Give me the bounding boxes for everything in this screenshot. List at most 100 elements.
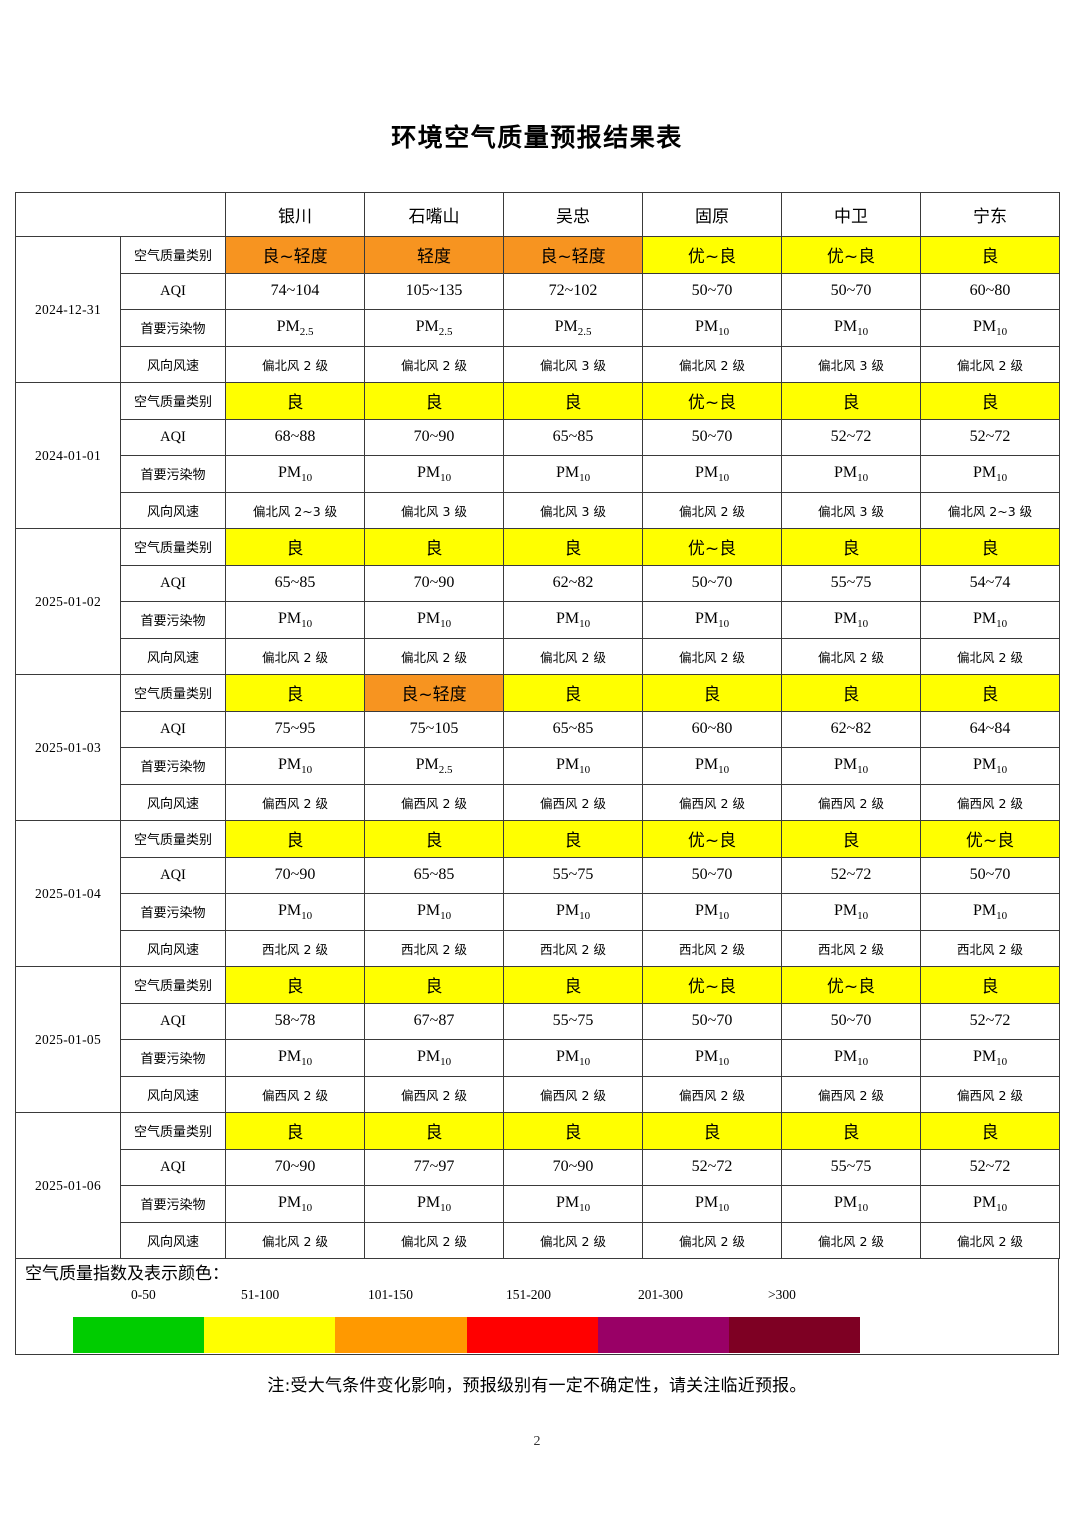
aqi-cell: 50~70 — [642, 1002, 782, 1040]
date-cell: 2025-01-04 — [15, 820, 121, 967]
field-label-aqi: AQI — [120, 856, 226, 894]
aqi-cell: 74~104 — [225, 272, 365, 310]
aqi-cell: 75~105 — [364, 710, 504, 748]
field-label-aqi: AQI — [120, 418, 226, 456]
pollutant-cell: PM10 — [225, 601, 365, 639]
category-cell: 良~轻度 — [225, 236, 365, 274]
aqi-cell: 50~70 — [781, 1002, 921, 1040]
pollutant-cell: PM10 — [781, 1039, 921, 1077]
field-label-wind: 风向风速 — [120, 345, 226, 383]
category-cell: 良 — [920, 236, 1060, 274]
category-cell: 良 — [503, 674, 643, 712]
pollutant-cell: PM10 — [642, 455, 782, 493]
pollutant-cell: PM10 — [920, 1039, 1060, 1077]
pollutant-cell: PM2.5 — [364, 309, 504, 347]
city-header-4: 中卫 — [781, 192, 921, 237]
wind-cell: 偏西风 2 级 — [920, 1075, 1060, 1113]
field-label-category: 空气质量类别 — [120, 236, 226, 274]
pollutant-cell: PM10 — [642, 1039, 782, 1077]
field-label-pollutant: 首要污染物 — [120, 601, 226, 639]
wind-cell: 西北风 2 级 — [781, 929, 921, 967]
wind-cell: 偏北风 2 级 — [920, 345, 1060, 383]
category-cell: 良 — [642, 674, 782, 712]
pollutant-cell: PM10 — [642, 747, 782, 785]
category-cell: 良 — [225, 820, 365, 858]
table-row: 首要污染物 PM2.5 PM2.5 PM2.5 PM10 PM10 PM10 — [16, 309, 1060, 347]
aqi-cell: 55~75 — [503, 856, 643, 894]
date-cell: 2024-01-01 — [15, 382, 121, 529]
wind-cell: 偏北风 2 级 — [225, 1221, 365, 1259]
aqi-cell: 50~70 — [781, 272, 921, 310]
category-cell: 良 — [781, 528, 921, 566]
legend-swatch-1 — [204, 1317, 336, 1353]
field-label-pollutant: 首要污染物 — [120, 747, 226, 785]
wind-cell: 偏北风 2 级 — [642, 345, 782, 383]
category-cell: 良 — [364, 1112, 504, 1150]
field-label-pollutant: 首要污染物 — [120, 1039, 226, 1077]
pollutant-cell: PM10 — [503, 1039, 643, 1077]
wind-cell: 偏西风 2 级 — [642, 783, 782, 821]
page-number: 2 — [533, 1434, 541, 1449]
table-row: 2024-12-31 空气质量类别 良~轻度 轻度 良~轻度 优~良 优~良良 — [15, 236, 1060, 383]
pollutant-cell: PM10 — [920, 893, 1060, 931]
field-label-wind: 风向风速 — [120, 491, 226, 529]
field-label-aqi: AQI — [120, 272, 226, 310]
aqi-cell: 65~85 — [364, 856, 504, 894]
aqi-color-legend: 空气质量指数及表示颜色： 0-50 51-100 101-150 151-200 201… — [15, 1259, 1059, 1355]
table-row: 风向风速 偏北风 2 级偏北风 2 级偏北风 3 级偏北风 2 级偏北风 3 级偏… — [16, 345, 1060, 383]
field-label-pollutant: 首要污染物 — [120, 309, 226, 347]
wind-cell: 偏北风 2 级 — [364, 345, 504, 383]
field-label-pollutant: 首要污染物 — [120, 1185, 226, 1223]
table-row: AQI 75~95 75~105 65~85 60~80 62~82 64~84 — [16, 710, 1060, 748]
pollutant-cell: PM2.5 — [503, 309, 643, 347]
aqi-cell: 77~97 — [364, 1148, 504, 1186]
pollutant-cell: PM10 — [225, 747, 365, 785]
category-cell: 良 — [642, 1112, 782, 1150]
legend-swatch-0 — [73, 1317, 205, 1353]
pollutant-cell: PM10 — [503, 1185, 643, 1223]
legend-title: 空气质量指数及表示颜色： — [25, 1264, 229, 1284]
pollutant-cell: PM10 — [503, 455, 643, 493]
wind-cell: 偏北风 2 级 — [225, 345, 365, 383]
aqi-cell: 64~84 — [920, 710, 1060, 748]
aqi-cell: 50~70 — [642, 418, 782, 456]
wind-cell: 偏北风 2 级 — [781, 1221, 921, 1259]
aqi-cell: 72~102 — [503, 272, 643, 310]
date-cell: 2025-01-06 — [15, 1112, 121, 1259]
table-row: 首要污染物 PM10 PM2.5 PM10 PM10 PM10 PM10 — [16, 747, 1060, 785]
category-cell: 良 — [225, 1112, 365, 1150]
wind-cell: 偏北风 2 级 — [642, 491, 782, 529]
table-row: 首要污染物 PM10 PM10 PM10 PM10 PM10 PM10 — [16, 601, 1060, 639]
wind-cell: 西北风 2 级 — [364, 929, 504, 967]
category-cell: 优~良 — [920, 820, 1060, 858]
wind-cell: 偏北风 2 级 — [225, 637, 365, 675]
aqi-cell: 50~70 — [642, 856, 782, 894]
aqi-cell: 67~87 — [364, 1002, 504, 1040]
wind-cell: 西北风 2 级 — [920, 929, 1060, 967]
pollutant-cell: PM10 — [364, 1039, 504, 1077]
wind-cell: 偏北风 2 级 — [920, 637, 1060, 675]
category-cell: 良 — [781, 820, 921, 858]
category-cell: 良 — [920, 382, 1060, 420]
wind-cell: 偏北风 2 级 — [642, 1221, 782, 1259]
table-row: 风向风速 偏北风 2~3 级偏北风 3 级偏北风 3 级偏北风 2 级偏北风 3 … — [16, 491, 1060, 529]
category-cell: 良 — [364, 528, 504, 566]
table-row: 风向风速 偏西风 2 级偏西风 2 级偏西风 2 级偏西风 2 级偏西风 2 级偏… — [16, 783, 1060, 821]
pollutant-cell: PM10 — [642, 601, 782, 639]
aqi-cell: 50~70 — [642, 272, 782, 310]
pollutant-cell: PM10 — [225, 893, 365, 931]
category-cell: 良 — [364, 820, 504, 858]
table-row: AQI 58~78 67~87 55~75 50~70 50~70 52~72 — [16, 1002, 1060, 1040]
legend-range-3: 151-200 — [506, 1287, 551, 1303]
category-cell: 良 — [920, 528, 1060, 566]
category-cell: 良 — [781, 1112, 921, 1150]
pollutant-cell: PM10 — [642, 893, 782, 931]
table-header: 银川 石嘴山 吴忠 固原 中卫 宁东 — [15, 192, 1060, 237]
wind-cell: 偏西风 2 级 — [920, 783, 1060, 821]
field-label-wind: 风向风速 — [120, 929, 226, 967]
table-row: AQI 70~90 65~85 55~75 50~70 52~72 50~70 — [16, 856, 1060, 894]
wind-cell: 偏北风 2 级 — [503, 637, 643, 675]
category-cell: 良~轻度 — [364, 674, 504, 712]
wind-cell: 偏北风 3 级 — [364, 491, 504, 529]
category-cell: 良 — [225, 674, 365, 712]
